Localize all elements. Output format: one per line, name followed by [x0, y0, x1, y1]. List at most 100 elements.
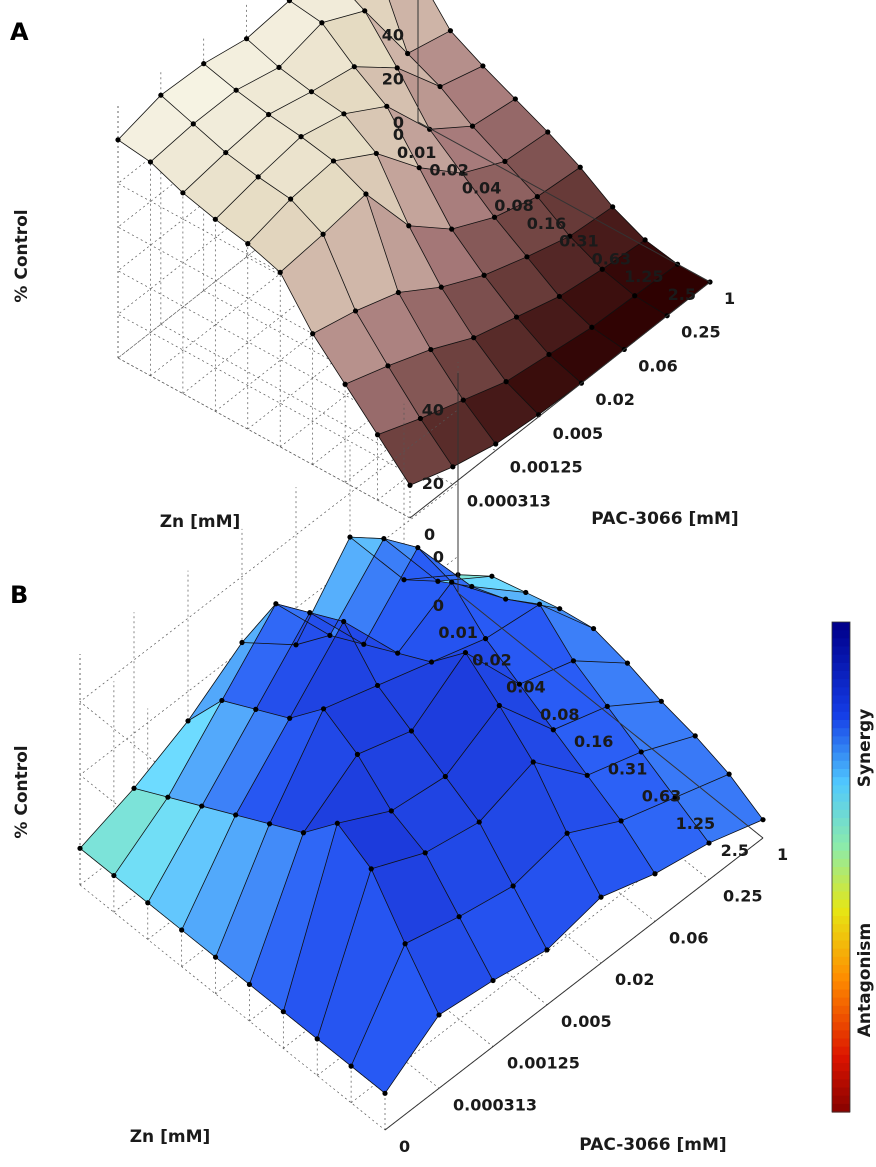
colorbar-segment: [832, 1046, 850, 1056]
data-point: [404, 50, 411, 57]
data-point: [672, 794, 678, 801]
colorbar-segment: [832, 638, 850, 648]
data-point: [435, 578, 441, 584]
data-point: [190, 121, 196, 127]
colorbar-segment: [832, 679, 850, 688]
mesh-line: [457, 574, 764, 820]
data-point: [503, 379, 509, 385]
data-point: [300, 830, 307, 836]
x-tick-label: 2.5: [721, 841, 749, 860]
colorbar-segment: [832, 687, 850, 697]
data-point: [77, 845, 83, 851]
mesh-line: [241, 603, 548, 951]
data-point: [266, 821, 273, 827]
grid-line: [117, 121, 419, 519]
data-point: [165, 794, 171, 800]
colorbar-segment: [832, 899, 850, 909]
data-point: [513, 314, 520, 320]
data-point: [342, 381, 348, 387]
colorbar-segment: [832, 826, 850, 835]
z-tick-label: 20: [382, 69, 404, 88]
y-tick-label: 0.005: [553, 424, 604, 443]
data-point: [402, 941, 408, 947]
data-point: [233, 812, 239, 818]
data-point: [438, 284, 444, 290]
colorbar-segment: [832, 1071, 850, 1080]
colorbar-segment: [832, 728, 850, 737]
colorbar-segment: [832, 818, 850, 827]
data-point: [131, 785, 137, 791]
y-tick-label: 0.02: [595, 390, 634, 409]
data-point: [491, 214, 498, 220]
data-point: [407, 482, 413, 488]
data-point: [288, 196, 294, 202]
data-point: [550, 727, 556, 733]
colorbar-segment: [832, 932, 850, 942]
data-point: [482, 636, 489, 642]
mesh-line: [113, 538, 492, 876]
mesh-line: [312, 206, 613, 335]
data-point: [385, 363, 391, 369]
data-point: [436, 1012, 442, 1018]
colorbar-label-synergy: Synergy: [855, 709, 875, 788]
data-point: [524, 254, 530, 260]
z-tick-label: 0: [433, 547, 444, 566]
colorbar-segment: [832, 916, 850, 925]
x-tick-label: 0.31: [559, 232, 598, 251]
y-tick-label: 0.000313: [453, 1095, 537, 1114]
colorbar-segment: [832, 662, 850, 672]
data-point: [179, 927, 185, 933]
grid-line: [79, 884, 386, 1131]
x-tick-label: 0: [433, 596, 444, 615]
data-point: [212, 216, 218, 222]
data-point: [590, 625, 597, 632]
colorbar-segment: [832, 1054, 850, 1064]
data-point: [442, 773, 448, 780]
data-point: [632, 293, 638, 299]
data-point: [406, 223, 412, 229]
mesh-line: [350, 773, 730, 1067]
data-point: [408, 728, 415, 734]
data-point: [447, 28, 454, 34]
data-point: [111, 872, 117, 879]
data-point: [368, 866, 374, 872]
colorbar-segment: [832, 1022, 850, 1031]
colorbar-segment: [832, 989, 850, 999]
data-point: [658, 698, 664, 704]
data-point: [341, 618, 347, 625]
x-tick-label: 0.63: [592, 249, 631, 268]
x-tick-label: 0.16: [574, 732, 613, 751]
mesh-line: [160, 94, 454, 468]
colorbar-segment: [832, 924, 850, 933]
colorbar-segment: [832, 842, 850, 852]
colorbar-segment: [832, 646, 850, 656]
mesh-line: [79, 848, 386, 1094]
data-point: [243, 36, 250, 42]
data-point: [422, 850, 428, 856]
colorbar-segment: [832, 1095, 850, 1105]
colorbar-segment: [832, 801, 850, 811]
mesh-line: [117, 0, 292, 141]
data-point: [692, 733, 698, 739]
data-point: [382, 1090, 388, 1096]
data-point: [245, 241, 251, 247]
data-point: [428, 346, 434, 353]
colorbar: Synergy Antagonism: [831, 621, 875, 1113]
data-point: [428, 659, 435, 665]
data-point: [185, 718, 191, 724]
data-point: [556, 293, 562, 300]
x-axis-label: Zn [mM]: [160, 512, 241, 532]
x-tick-label: 0: [393, 125, 404, 144]
x-tick-label: 1.25: [624, 267, 663, 286]
data-point: [374, 432, 381, 438]
colorbar-segment: [832, 858, 850, 868]
data-point: [481, 272, 487, 278]
data-point: [652, 871, 658, 877]
data-point: [320, 231, 326, 237]
data-point: [361, 641, 367, 647]
y-tick-label: 0.02: [615, 970, 654, 989]
x-tick-label: 0.63: [642, 787, 681, 806]
colorbar-segment: [832, 769, 850, 778]
colorbar-segment: [832, 1005, 850, 1015]
data-point: [395, 289, 401, 296]
